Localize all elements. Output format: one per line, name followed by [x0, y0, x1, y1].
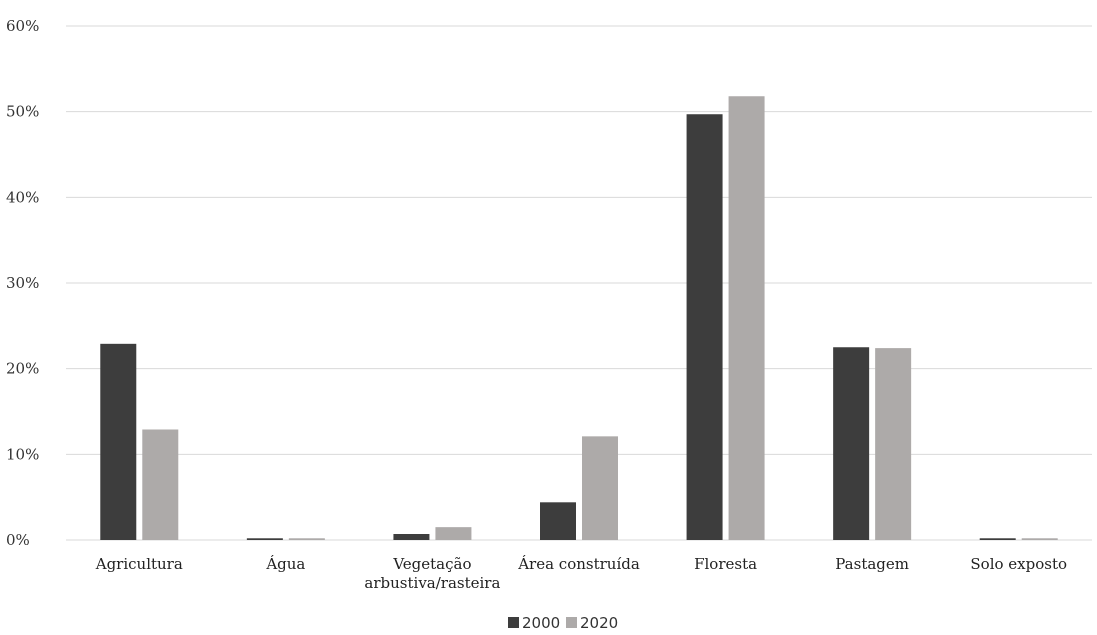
legend-swatch-2000 [508, 617, 519, 628]
bar-2020-4 [728, 96, 765, 540]
bar-2000-2 [393, 534, 430, 540]
legend-label-2000: 2000 [522, 614, 560, 632]
x-axis-labels: Agricultura Água Vegetação arbustiva/rastei… [95, 555, 1067, 592]
x-tick-label: Floresta [694, 555, 757, 573]
bar-2020-0 [142, 429, 179, 540]
x-tick-label: Água [265, 555, 305, 573]
bar-2000-1 [246, 538, 283, 540]
legend: 2000 2020 [508, 614, 618, 632]
bar-2020-1 [288, 538, 325, 540]
y-axis-ticks: 0% 10% 20% 30% 40% 50% 60% [6, 17, 39, 549]
y-tick-label: 0% [6, 531, 30, 549]
bar-2000-0 [100, 343, 137, 540]
x-tick-label: Área construída [517, 555, 640, 573]
bar-2020-6 [1021, 538, 1058, 540]
bar-2000-4 [686, 114, 723, 540]
x-tick-label: Solo exposto [970, 555, 1067, 573]
bar-2000-6 [979, 538, 1016, 540]
y-tick-label: 40% [6, 188, 39, 206]
gridlines [66, 25, 1092, 541]
x-tick-label: Agricultura [95, 555, 183, 573]
bar-2020-5 [875, 348, 912, 540]
bar-2000-5 [833, 347, 870, 540]
x-tick-label: Vegetação arbustiva/rasteira [364, 555, 500, 592]
y-tick-label: 10% [6, 445, 39, 463]
legend-swatch-2020 [566, 617, 577, 628]
y-tick-label: 20% [6, 360, 39, 378]
x-tick-label: Pastagem [835, 555, 909, 573]
bar-2000-3 [540, 502, 576, 540]
bar-2020-2 [435, 527, 472, 540]
bar-2020-3 [582, 436, 618, 540]
y-tick-label: 60% [6, 17, 39, 35]
y-tick-label: 50% [6, 103, 39, 121]
y-tick-label: 30% [6, 274, 39, 292]
legend-label-2020: 2020 [580, 614, 618, 632]
bars [100, 96, 1058, 540]
